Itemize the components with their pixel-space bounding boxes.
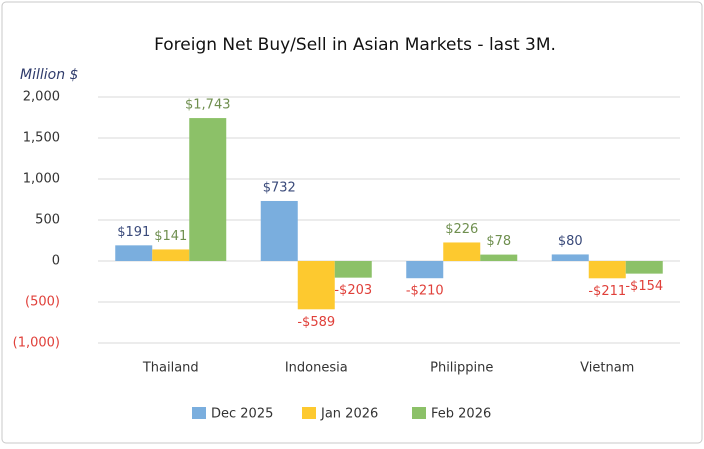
data-label: $1,743 bbox=[185, 98, 231, 113]
data-label: -$203 bbox=[334, 283, 372, 298]
data-label: $732 bbox=[263, 180, 296, 195]
data-label: $78 bbox=[486, 234, 511, 249]
legend-label: Dec 2025 bbox=[211, 407, 273, 422]
bar bbox=[260, 200, 298, 261]
bar bbox=[625, 261, 663, 274]
legend-swatch bbox=[302, 407, 316, 419]
data-label: $80 bbox=[558, 234, 583, 249]
y-tick-label: (500) bbox=[25, 295, 60, 310]
data-label: $191 bbox=[117, 225, 150, 240]
x-tick-label: Indonesia bbox=[285, 361, 348, 376]
legend-label: Feb 2026 bbox=[431, 407, 491, 422]
bar bbox=[152, 249, 190, 261]
bar bbox=[480, 254, 518, 261]
bar bbox=[588, 261, 626, 279]
data-label: $141 bbox=[154, 229, 187, 244]
legend-swatch bbox=[412, 407, 426, 419]
data-label: -$211 bbox=[588, 284, 626, 299]
x-tick-label: Vietnam bbox=[580, 361, 634, 376]
bar bbox=[189, 118, 227, 261]
y-tick-label: 1,500 bbox=[23, 131, 60, 146]
y-tick-label: 500 bbox=[35, 213, 60, 228]
bar bbox=[334, 261, 372, 278]
x-tick-label: Philippine bbox=[430, 361, 493, 376]
y-axis-label: Million $ bbox=[20, 67, 78, 83]
legend-swatch bbox=[192, 407, 206, 419]
bar bbox=[551, 254, 589, 261]
y-tick-label: 2,000 bbox=[23, 90, 60, 105]
data-label: -$589 bbox=[297, 315, 335, 330]
bar bbox=[297, 261, 335, 310]
x-tick-label: Thailand bbox=[142, 361, 199, 376]
data-label: -$154 bbox=[625, 279, 663, 294]
data-label: -$210 bbox=[406, 284, 444, 299]
bar bbox=[115, 245, 153, 261]
bar bbox=[443, 242, 481, 261]
legend-label: Jan 2026 bbox=[320, 407, 378, 422]
chart-title: Foreign Net Buy/Sell in Asian Markets - … bbox=[154, 35, 556, 55]
y-tick-label: (1,000) bbox=[13, 336, 60, 351]
y-tick-label: 1,000 bbox=[23, 172, 60, 187]
bar bbox=[406, 261, 444, 279]
data-label: $226 bbox=[445, 222, 478, 237]
y-tick-label: 0 bbox=[52, 254, 60, 269]
